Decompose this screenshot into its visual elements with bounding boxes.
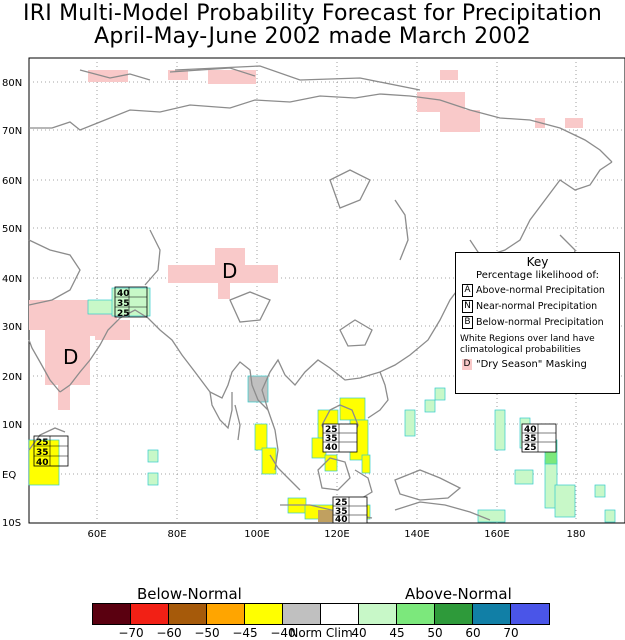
dry-season-swatch: D [462,359,472,370]
legend-swatch [169,604,207,624]
prob-value: 25 [325,425,338,435]
key-row-above: A Above-normal Precipitation [462,284,619,297]
prob-value: 25 [117,309,130,319]
lat-label: 50N [2,224,22,235]
lon-label: 60E [87,529,106,540]
lon-label: 80E [167,529,186,540]
dry-marker-arabia: D [63,345,78,369]
legend-tick-label: 60 [465,626,481,640]
key-row-label: Near-normal Precipitation [476,301,598,312]
dry-marker-tibet: D [222,259,237,283]
lat-label: 30N [2,322,22,333]
key-row-label: Above-normal Precipitation [476,285,605,296]
color-legend-ticks: −70 −60 −50 −45 −40 Norm Clim 40 45 50 60 70 [0,626,625,640]
legend-tick-label: −50 [194,626,220,640]
prob-box-central-asia: 40 35 25 [114,286,148,319]
legend-tick-label: −60 [156,626,182,640]
key-row-dry-season: D "Dry Season" Masking [462,359,619,370]
lon-label: 100E [244,529,269,540]
legend-swatch [245,604,283,624]
legend-tick-label: −70 [118,626,144,640]
lat-label: 70N [2,126,22,137]
prob-box-philippines: 25 35 40 [322,423,358,453]
key-letter: B [462,316,473,329]
prob-value: 35 [36,448,49,458]
prob-value: 35 [325,434,338,444]
legend-tick-label: −40 [270,626,296,640]
legend-swatch [321,604,359,624]
legend-tick-label: 40 [351,626,367,640]
map-key: Key Percentage likelihood of: A Above-no… [455,252,620,394]
axis-labels: 80N 70N 60N 50N 40N 30N 20N 10N EQ 10S 6… [2,78,586,540]
prob-box-pacific: 40 35 25 [521,423,557,453]
legend-swatch [359,604,397,624]
lon-label: 160E [484,529,509,540]
lon-label: 120E [324,529,349,540]
key-title: Key [526,255,549,269]
lat-label: 40N [2,274,22,285]
legend-tick-label: −45 [232,626,258,640]
prob-value: 40 [524,425,537,435]
legend-above-heading: Above-Normal [405,585,512,603]
legend-below-heading: Below-Normal [137,585,242,603]
prob-box-indonesia: 25 35 40 [332,496,368,525]
key-row-below: B Below-normal Precipitation [462,316,619,329]
lon-label: 180 [566,529,585,540]
prob-value: 35 [117,299,130,309]
prob-value: 35 [524,434,537,444]
probability-boxes: 40 35 25 25 35 40 25 35 40 25 [33,286,557,525]
key-dry-label: "Dry Season" Masking [476,359,587,370]
lat-label: 10S [2,518,21,529]
legend-swatch [131,604,169,624]
lon-label: 140E [404,529,429,540]
legend-swatch [93,604,131,624]
prob-value: 40 [36,458,49,468]
key-subtitle: Percentage likelihood of: [476,270,599,281]
legend-swatch [207,604,245,624]
map-title: IRI Multi-Model Probability Forecast for… [23,1,602,26]
lat-label: 20N [2,372,22,383]
prob-value: 25 [335,498,348,508]
legend-swatch [397,604,435,624]
color-legend-bar [92,603,550,625]
legend-swatch [511,604,549,624]
key-row-label: Below-normal Precipitation [476,317,604,328]
lat-label: 10N [2,420,22,431]
lat-label: 60N [2,176,22,187]
key-note: White Regions over land have climatologi… [460,334,595,355]
prob-box-east-africa: 25 35 40 [33,435,69,468]
prob-value: 25 [36,438,49,448]
legend-tick-label: 50 [427,626,443,640]
prob-value: 35 [335,507,348,517]
key-row-near: N Near-normal Precipitation [462,300,619,313]
legend-swatch [473,604,511,624]
prob-value: 40 [335,515,348,525]
prob-value: 40 [117,289,130,299]
lat-label: 80N [2,78,22,89]
key-letter: A [462,284,473,297]
prob-value: 25 [524,443,537,453]
legend-swatch [435,604,473,624]
key-letter: N [462,300,473,313]
prob-value: 40 [325,443,338,453]
legend-tick-label: Norm Clim [289,626,353,640]
legend-tick-label: 70 [503,626,519,640]
lat-label: EQ [2,470,16,481]
legend-tick-label: 45 [389,626,405,640]
map-subtitle: April-May-June 2002 made March 2002 [94,24,531,49]
legend-swatch [283,604,321,624]
